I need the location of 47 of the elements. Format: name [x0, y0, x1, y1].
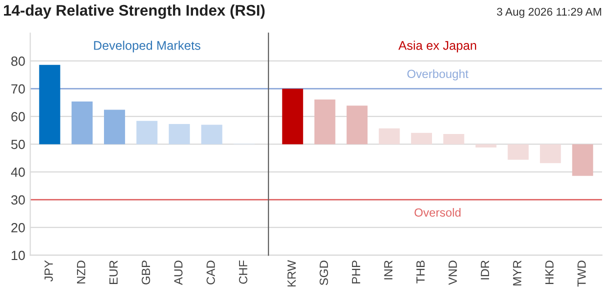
y-tick-label: 30 [11, 195, 25, 205]
y-tick-label: 60 [11, 112, 25, 122]
bar [72, 101, 93, 144]
bar [104, 110, 126, 144]
x-tick-label: HKD [545, 260, 554, 284]
x-tick-label: PHP [352, 260, 360, 284]
bar [411, 132, 432, 144]
text: 3 Aug 2026 11:29 AM [496, 8, 602, 18]
ref-line-label: Overbought [407, 69, 468, 80]
x-tick-label: GBP [142, 260, 150, 284]
x-tick-label: AUD [174, 260, 183, 285]
bar [443, 134, 464, 144]
y-tick-label: 20 [11, 223, 25, 232]
x-tick-label: IDR [480, 260, 490, 280]
bar [39, 64, 60, 144]
bar [346, 106, 368, 144]
bar [168, 124, 190, 144]
bar [540, 144, 561, 164]
bar [378, 128, 400, 144]
x-tick-label: JPY [44, 260, 53, 282]
bar [508, 144, 529, 160]
y-tick-label: 10 [12, 250, 25, 260]
y-tick-label: 50 [11, 140, 25, 150]
bar [476, 144, 496, 148]
x-tick-label: CAD [206, 260, 215, 284]
y-tick-label: 70 [11, 84, 25, 94]
bar [201, 124, 222, 144]
chart-title: 14-day Relative Strength Index (RSI) [4, 4, 265, 19]
ref-line-label: Oversold [414, 208, 460, 217]
bar [136, 120, 158, 144]
x-tick-label: NZD [77, 260, 86, 284]
x-tick-label: TWD [578, 260, 586, 287]
bar [282, 88, 304, 144]
x-tick-label: KRW [288, 260, 296, 286]
x-tick-label: SGD [320, 260, 328, 286]
x-tick-label: VND [448, 260, 457, 285]
y-tick-label: 80 [11, 56, 25, 66]
annotation: Developed Markets [94, 40, 200, 52]
x-tick-label: EUR [109, 260, 118, 284]
y-tick-label: 40 [11, 168, 25, 177]
bar [314, 100, 336, 144]
x-tick-label: CHF [238, 260, 248, 284]
x-tick-label: THB [416, 260, 425, 284]
x-tick-label: MYR [513, 260, 522, 286]
annotation: Asia ex Japan [398, 40, 476, 52]
bar [572, 144, 594, 176]
x-tick-label: INR [384, 260, 392, 280]
